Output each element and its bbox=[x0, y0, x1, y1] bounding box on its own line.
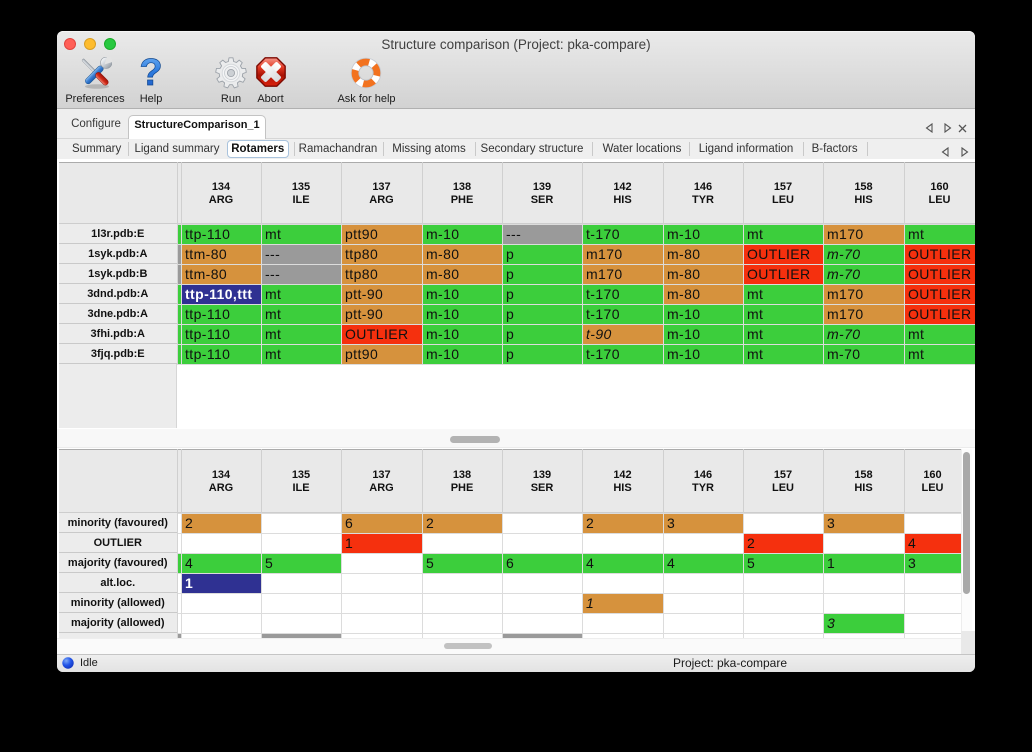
svg-text:?: ? bbox=[139, 55, 162, 91]
